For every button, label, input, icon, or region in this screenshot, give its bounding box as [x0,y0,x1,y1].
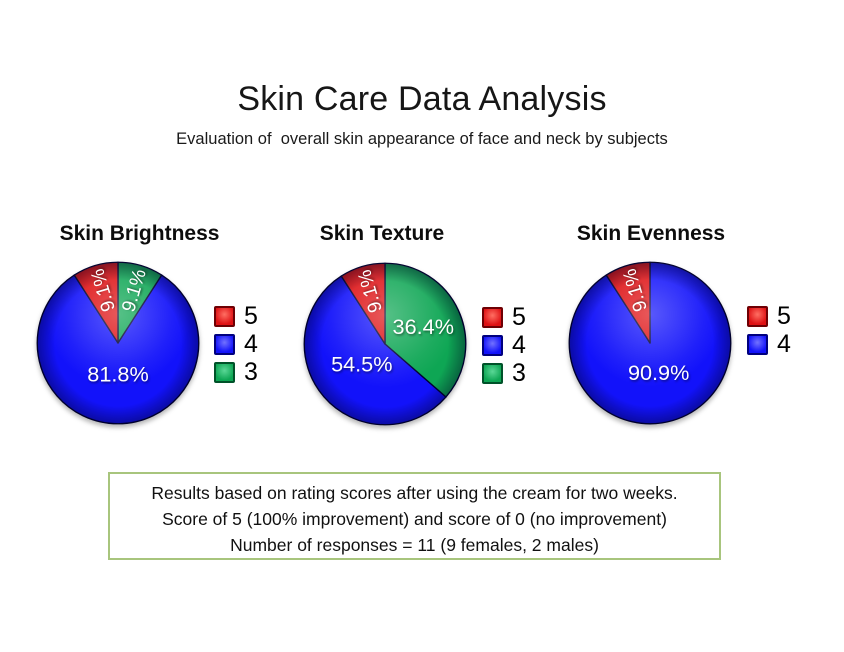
legend-swatch-green [214,362,235,383]
footnote-line-3: Number of responses = 11 (9 females, 2 m… [230,535,599,555]
legend-item-score-5: 5 [747,302,791,330]
legend-label: 5 [512,303,526,331]
legend-item-score-4: 4 [482,331,526,359]
legend-item-score-3: 3 [482,359,526,387]
legend-label: 3 [244,358,258,386]
pie-slice-label: 81.8% [87,361,148,386]
pie-chart-skin-texture: 36.4% 54.5% 9.1% [300,259,470,429]
pie-chart-skin-evenness: 90.9% 9.1% [565,258,735,428]
page-title: Skin Care Data Analysis [237,80,607,118]
legend-swatch-red [214,306,235,327]
legend-label: 4 [244,330,258,358]
chart-title-skin-texture: Skin Texture [319,222,445,245]
legend-swatch-blue [747,334,768,355]
chart-title-skin-evenness: Skin Evenness [576,222,726,245]
pie-rim-shade [304,263,466,425]
legend-item-score-3: 3 [214,358,258,386]
footnote-line-2: Score of 5 (100% improvement) and score … [162,509,667,529]
pie-slice-label: 36.4% [393,314,454,339]
pie-svg: 90.9%9.1% [568,261,732,425]
legend-label: 3 [512,359,526,387]
legend-item-score-4: 4 [214,330,258,358]
legend-item-score-5: 5 [214,302,258,330]
legend-label: 4 [512,331,526,359]
legend-swatch-blue [214,334,235,355]
page-subtitle: Evaluation of overall skin appearance of… [176,130,668,148]
legend-swatch-green [482,363,503,384]
legend-item-score-4: 4 [747,330,791,358]
legend-swatch-red [482,307,503,328]
footnote-line-1: Results based on rating scores after usi… [151,483,678,503]
pie-svg: 9.1%81.8%9.1% [36,261,200,425]
legend-label: 5 [777,302,791,330]
legend-item-score-5: 5 [482,303,526,331]
pie-svg: 36.4%54.5%9.1% [303,262,467,426]
pie-rim-shade [37,262,199,424]
legend-label: 4 [777,330,791,358]
footnote-box: Results based on rating scores after usi… [108,472,721,560]
pie-rim-shade [569,262,731,424]
legend-label: 5 [244,302,258,330]
chart-title-skin-brightness: Skin Brightness [59,222,220,245]
legend-swatch-blue [482,335,503,356]
pie-chart-skin-brightness: 9.1% 81.8% 9.1% [33,258,203,428]
pie-slice-label: 90.9% [628,360,689,385]
legend-swatch-red [747,306,768,327]
pie-slice-label: 54.5% [331,352,392,377]
